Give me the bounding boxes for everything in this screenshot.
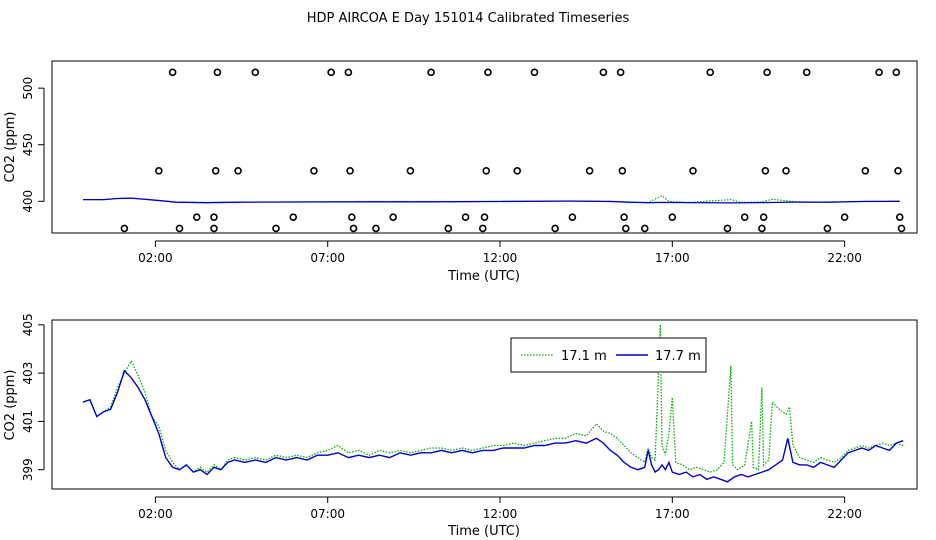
calibration-point [530, 68, 539, 77]
legend: 17.1 m 17.7 m [510, 337, 707, 373]
x-tick-label: 22:00 [827, 507, 862, 521]
y-axis-label-bottom: CO2 (ppm) [3, 369, 18, 440]
calibration-point [482, 166, 491, 175]
calibration-point [723, 224, 732, 233]
calibration-point [599, 68, 608, 77]
y-tick-label: 400 [21, 190, 35, 213]
calibration-point [706, 68, 715, 77]
calibration-point [782, 166, 790, 175]
series-lines-top [83, 194, 900, 204]
calibration-point [585, 166, 594, 175]
timeseries-panel: 02:00 07:00 12:00 17:00 22:00 399 401 403 405 T… [3, 313, 918, 539]
calibration-point [758, 224, 766, 233]
series-line-17-7 [82, 369, 904, 483]
legend-label-17-7: 17.7 m [655, 349, 701, 364]
y-tick-label: 500 [21, 77, 35, 100]
calibration-point [759, 213, 768, 221]
calibration-point [120, 224, 129, 233]
calibration-point [763, 68, 771, 77]
x-axis-label-bottom: Time (UTC) [447, 524, 520, 539]
calibration-point [192, 213, 201, 221]
calibration-point [348, 213, 356, 221]
calibration-point [568, 213, 577, 221]
series-line-17-1 [82, 324, 904, 473]
calibration-point [372, 224, 380, 233]
x-tick-label: 12:00 [483, 507, 518, 521]
calibration-point [427, 68, 435, 77]
calibration-point [210, 224, 218, 233]
calibration-point [346, 166, 354, 175]
calibration-point [551, 224, 559, 233]
calibration-point [616, 68, 625, 77]
calibration-point [840, 213, 849, 221]
calibration-point [761, 166, 770, 175]
calibration-point [272, 224, 280, 233]
y-tick-label: 399 [21, 458, 35, 481]
y-axis-top: 400 450 500 [21, 77, 45, 213]
y-axis-label-top: CO2 (ppm) [3, 111, 18, 182]
x-axis-bottom: 02:00 07:00 12:00 17:00 22:00 [138, 496, 862, 521]
calibration-point [175, 224, 184, 233]
calibration-panel: 02:00 07:00 12:00 17:00 22:00 400 450 500 Time… [3, 60, 918, 284]
calibration-point [484, 68, 492, 77]
calibration-point [895, 213, 904, 221]
calibration-point [513, 166, 522, 175]
calibration-point [618, 166, 627, 175]
y-tick-label: 401 [21, 410, 35, 433]
calibration-point [894, 166, 902, 175]
calibration-point [480, 213, 489, 221]
x-tick-label: 07:00 [310, 251, 345, 265]
calibration-point [234, 166, 242, 175]
calibration-point [251, 68, 260, 77]
series-lines-bottom [82, 324, 904, 483]
calibration-point [289, 213, 298, 221]
calibration-point [802, 68, 811, 77]
calibration-point [689, 166, 697, 175]
x-tick-label: 22:00 [827, 251, 862, 265]
series-line-17-7-top [83, 197, 900, 204]
calibration-point [823, 224, 832, 233]
calibration-point [740, 213, 749, 221]
x-axis-top: 02:00 07:00 12:00 17:00 22:00 [138, 240, 862, 265]
calibration-point [892, 68, 901, 77]
y-tick-label: 450 [21, 133, 35, 156]
calibration-point [461, 213, 470, 221]
calibration-point [875, 68, 883, 77]
calibration-point [155, 166, 163, 175]
calibration-point [668, 213, 677, 221]
x-tick-label: 07:00 [310, 507, 345, 521]
calibration-point [327, 68, 335, 77]
calibration-point [861, 166, 870, 175]
calibration-point [349, 224, 358, 233]
calibration-point [897, 224, 906, 233]
chart-title: HDP AIRCOA E Day 151014 Calibrated Times… [307, 11, 630, 26]
x-tick-label: 12:00 [483, 251, 518, 265]
legend-label-17-1: 17.1 m [561, 349, 607, 364]
plot-frame [51, 319, 918, 490]
calibration-point [640, 224, 649, 233]
y-tick-label: 403 [21, 362, 35, 385]
calibration-point [444, 224, 453, 233]
calibration-point [210, 213, 218, 221]
x-tick-label: 17:00 [655, 251, 690, 265]
plot-frame [51, 60, 918, 234]
calibration-point [621, 224, 630, 233]
y-axis-bottom: 399 401 403 405 [21, 313, 45, 481]
x-axis-label-top: Time (UTC) [447, 269, 520, 284]
calibration-point [478, 224, 487, 233]
calibration-point [620, 213, 628, 221]
calibration-point [211, 166, 220, 175]
calibration-point [389, 213, 397, 221]
calibration-point [168, 68, 177, 77]
x-tick-label: 02:00 [138, 507, 173, 521]
calibration-markers [120, 68, 906, 233]
x-tick-label: 17:00 [655, 507, 690, 521]
calibration-point [344, 68, 353, 77]
x-tick-label: 02:00 [138, 251, 173, 265]
calibration-point [213, 68, 222, 77]
calibration-point [310, 166, 318, 175]
calibration-point [406, 166, 415, 175]
y-tick-label: 405 [21, 313, 35, 336]
